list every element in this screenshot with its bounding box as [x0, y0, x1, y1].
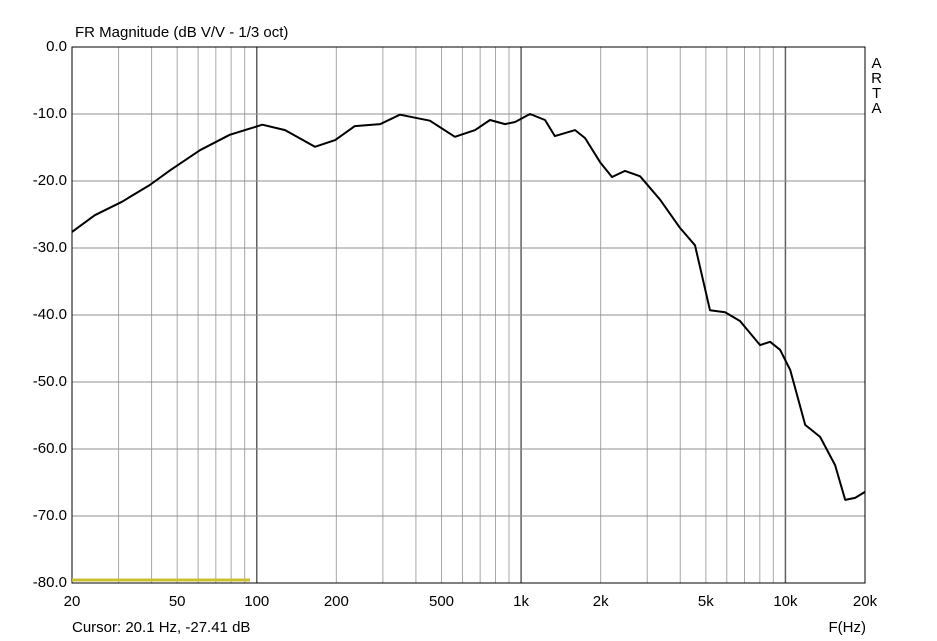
y-tick-label: -10.0 — [33, 105, 67, 122]
y-tick-label: 0.0 — [46, 38, 67, 55]
side-label: ARTA — [868, 55, 885, 115]
x-tick-label: 100 — [244, 593, 269, 610]
y-tick-label: -80.0 — [33, 574, 67, 591]
x-tick-label: 2k — [593, 593, 609, 610]
y-tick-label: -20.0 — [33, 172, 67, 189]
x-tick-label: 200 — [324, 593, 349, 610]
x-tick-label: 20 — [64, 593, 81, 610]
x-tick-label: 50 — [169, 593, 186, 610]
y-tick-label: -40.0 — [33, 306, 67, 323]
y-tick-label: -60.0 — [33, 440, 67, 457]
x-tick-label: 1k — [513, 593, 529, 610]
x-tick-label: 5k — [698, 593, 714, 610]
cursor-readout: Cursor: 20.1 Hz, -27.41 dB — [72, 619, 250, 636]
chart-title: FR Magnitude (dB V/V - 1/3 oct) — [75, 24, 288, 41]
x-tick-label: 20k — [853, 593, 878, 610]
y-tick-label: -50.0 — [33, 373, 67, 390]
x-tick-label: 500 — [429, 593, 454, 610]
fr-curve — [71, 113, 866, 501]
plot-frame — [71, 46, 866, 584]
y-tick-label: -30.0 — [33, 239, 67, 256]
x-axis-label: F(Hz) — [829, 619, 867, 636]
x-tick-label: 10k — [773, 593, 798, 610]
y-tick-label: -70.0 — [33, 507, 67, 524]
